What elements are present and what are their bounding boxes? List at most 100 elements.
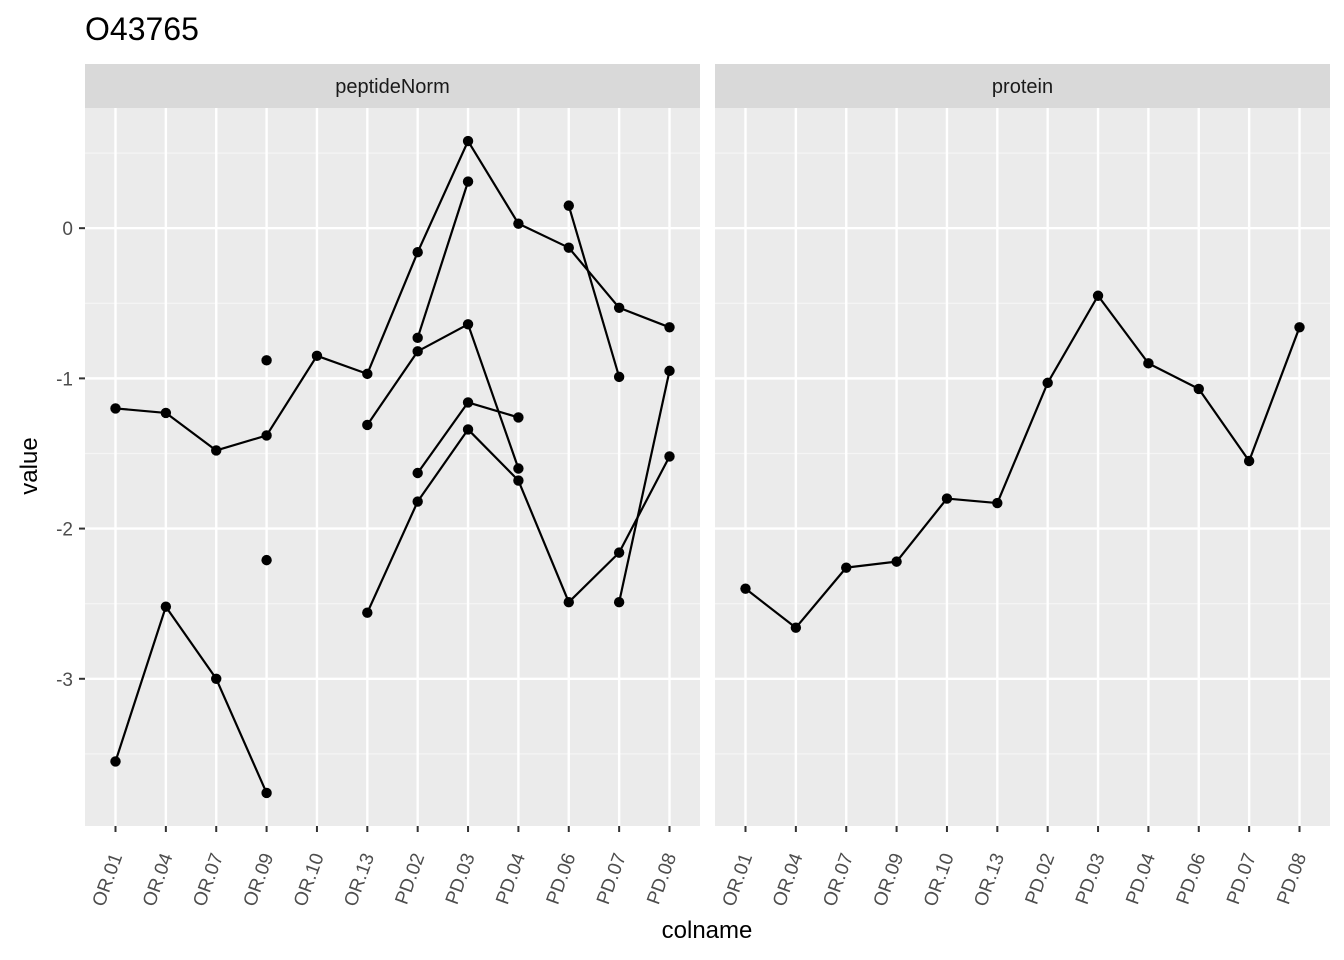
facet-strip xyxy=(715,64,1330,108)
series-line xyxy=(744,294,1301,629)
x-tick-label: OR.10 xyxy=(920,851,959,910)
panel-peptideNorm: peptideNorm OR.01 OR.04 OR.07 OR.09 OR.10 OR.1… xyxy=(85,64,700,909)
data-point xyxy=(110,756,121,767)
data-point xyxy=(613,547,625,558)
data-point xyxy=(362,419,373,431)
x-tick-label: OR.13 xyxy=(340,851,379,910)
data-point xyxy=(412,346,423,357)
data-point xyxy=(211,445,222,456)
data-point xyxy=(362,368,373,380)
data-point xyxy=(613,371,625,383)
data-point xyxy=(563,200,574,211)
data-point xyxy=(563,596,574,608)
panel-background xyxy=(715,108,1330,826)
panels: peptideNorm OR.01 OR.04 OR.07 OR.09 OR.10 OR.1… xyxy=(85,64,1330,909)
series-5 xyxy=(412,365,675,608)
data-point xyxy=(664,322,675,333)
panel-protein: protein OR.01 OR.04 OR.07 OR.09 OR.10 OR.13 PD.… xyxy=(715,64,1330,909)
x-tick-label: PD.04 xyxy=(1122,850,1160,907)
data-point xyxy=(513,412,524,423)
data-point xyxy=(891,556,902,567)
chart-title: O43765 xyxy=(85,11,199,47)
series-3 xyxy=(261,319,524,474)
x-tick-label: PD.08 xyxy=(643,851,681,908)
data-point xyxy=(664,365,675,377)
data-point xyxy=(992,497,1003,509)
y-tick-label: -3 xyxy=(56,670,73,691)
data-point xyxy=(412,247,423,258)
data-point xyxy=(362,607,373,618)
data-point xyxy=(412,496,423,507)
series-4 xyxy=(261,176,625,566)
data-point xyxy=(563,242,574,253)
data-point xyxy=(1092,290,1104,301)
data-point xyxy=(664,451,675,462)
y-axis-title: value xyxy=(16,437,43,494)
x-tick-label: OR.01 xyxy=(719,851,758,910)
data-point xyxy=(1143,358,1154,369)
data-point xyxy=(261,554,272,566)
series-2 xyxy=(110,424,675,799)
x-tick-label: PD.07 xyxy=(1223,851,1261,908)
data-point xyxy=(261,355,272,366)
series-line xyxy=(416,181,470,339)
x-tick-label: OR.10 xyxy=(290,851,329,910)
data-point xyxy=(1042,377,1053,389)
data-point xyxy=(613,302,625,313)
series-1 xyxy=(740,290,1305,633)
data-point xyxy=(110,403,121,414)
x-tick-label: PD.04 xyxy=(492,850,530,907)
x-tick-label: PD.06 xyxy=(543,851,581,908)
data-point xyxy=(1193,383,1204,395)
data-point xyxy=(941,493,953,504)
y-tick-label: -1 xyxy=(56,369,73,390)
data-point xyxy=(1243,455,1255,467)
data-point xyxy=(462,319,474,330)
data-point xyxy=(513,218,524,229)
data-point xyxy=(160,601,172,612)
data-point xyxy=(311,350,323,362)
y-tick-label: 0 xyxy=(62,219,73,240)
x-tick-label: PD.03 xyxy=(1072,851,1110,908)
data-point xyxy=(613,596,625,608)
data-point xyxy=(412,467,423,479)
x-tick-label: OR.13 xyxy=(970,851,1009,910)
data-point xyxy=(513,475,524,486)
series-line xyxy=(366,323,520,469)
series-line xyxy=(618,370,671,603)
data-point xyxy=(160,407,172,419)
x-tick-label: PD.02 xyxy=(392,851,430,908)
data-point xyxy=(462,176,474,187)
data-point xyxy=(790,622,802,633)
data-point xyxy=(462,424,474,435)
x-tick-label: OR.07 xyxy=(189,851,228,910)
data-point xyxy=(513,463,524,474)
series-1 xyxy=(110,135,675,456)
y-tick-label: -2 xyxy=(56,520,73,541)
series-line xyxy=(114,605,268,794)
x-tick-label: PD.08 xyxy=(1273,851,1311,908)
x-tick-label: OR.07 xyxy=(819,851,858,910)
y-axis: 0 -1 -2 -3 xyxy=(56,219,85,691)
x-tick-label: OR.09 xyxy=(240,851,279,910)
series-line xyxy=(115,139,670,452)
facet-label-protein: protein xyxy=(992,76,1053,98)
x-tick-label: OR.01 xyxy=(89,851,128,910)
panel-background xyxy=(85,108,700,826)
facet-label-peptideNorm: peptideNorm xyxy=(335,76,450,98)
x-tick-label: OR.04 xyxy=(139,850,178,909)
data-point xyxy=(462,135,474,147)
data-point xyxy=(261,787,272,799)
x-tick-label: PD.07 xyxy=(593,851,631,908)
data-point xyxy=(841,562,852,573)
x-tick-label: PD.02 xyxy=(1022,851,1060,908)
data-point xyxy=(740,583,751,594)
x-axis-title: colname xyxy=(662,917,753,944)
x-tick-label: PD.06 xyxy=(1173,851,1211,908)
data-point xyxy=(261,430,272,441)
data-point xyxy=(1294,322,1305,333)
x-tick-label: PD.03 xyxy=(442,851,480,908)
x-tick-label: OR.09 xyxy=(870,851,909,910)
series-line xyxy=(567,205,621,378)
